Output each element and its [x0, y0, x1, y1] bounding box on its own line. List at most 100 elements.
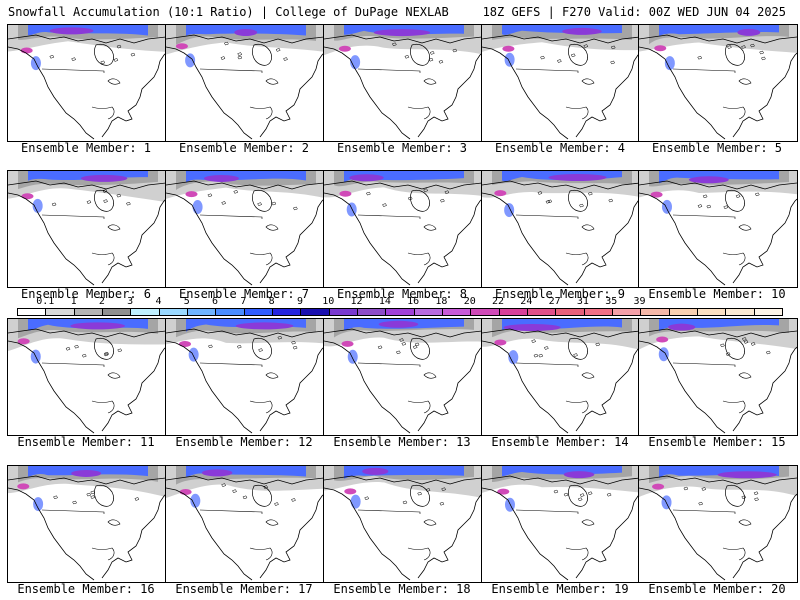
ensemble-member-label: Ensemble Member: 9 [494, 287, 626, 301]
snowfall-map-image [482, 171, 640, 286]
ensemble-member-map [481, 465, 641, 583]
color-scale-cell [244, 309, 273, 315]
snowfall-map-image [482, 25, 640, 140]
color-scale-tick-label: 31 [576, 296, 589, 307]
color-scale-tick-label: 2 [98, 296, 105, 307]
ensemble-member-map [165, 318, 325, 436]
ensemble-member-label: Ensemble Member: 6 [20, 287, 152, 301]
color-scale-cell [414, 309, 443, 315]
ensemble-member-label: Ensemble Member: 11 [17, 435, 155, 449]
color-scale-tick-label: 3 [127, 296, 134, 307]
color-scale-tick-label: 1 [70, 296, 77, 307]
color-scale-bar [17, 308, 783, 316]
color-scale-cell [272, 309, 302, 315]
snowfall-map-image [8, 25, 166, 140]
color-scale-cell [726, 309, 755, 315]
ensemble-member-map [165, 24, 325, 142]
ensemble-member-label: Ensemble Member: 2 [178, 141, 310, 155]
ensemble-member-label: Ensemble Member: 20 [648, 582, 786, 596]
snowfall-map-image [324, 466, 482, 581]
color-scale-cell [556, 309, 585, 315]
color-scale-tick-label: 6 [212, 296, 219, 307]
color-scale-tick-label: 7 [240, 296, 247, 307]
ensemble-member-map [481, 318, 641, 436]
color-scale-cell [471, 309, 500, 315]
color-scale-cell [159, 309, 188, 315]
color-scale-cell [499, 309, 528, 315]
ensemble-member-map [481, 24, 641, 142]
color-scale-tick-label: 4 [155, 296, 162, 307]
color-scale-tick-label: 14 [378, 296, 391, 307]
snowfall-map-image [324, 25, 482, 140]
ensemble-member-map [638, 465, 798, 583]
snowfall-map-image [8, 466, 166, 581]
color-scale-tick-label: 22 [492, 296, 505, 307]
ensemble-member-label: Ensemble Member: 4 [494, 141, 626, 155]
snowfall-map-image [8, 171, 166, 286]
color-scale-cell [187, 309, 217, 315]
snowfall-map-image [324, 171, 482, 286]
snowfall-color-scale: 0.1 1 2 3 4 5 6 7 8 9 10 12 14 16 18 20 22 24 27 31 35 39 [17, 296, 783, 318]
color-scale-tick-label: 0.1 [36, 296, 55, 307]
ensemble-member-label: Ensemble Member: 8 [336, 287, 468, 301]
snowfall-map-image [8, 319, 166, 434]
color-scale-labels: 0.1 1 2 3 4 5 6 7 8 9 10 12 14 16 18 20 22 24 27 31 35 39 [17, 296, 783, 307]
run-info: 18Z GEFS | F270 Valid: 00Z WED JUN 04 20… [482, 5, 786, 19]
color-scale-cell [386, 309, 415, 315]
color-scale-tick-label: 12 [350, 296, 363, 307]
color-scale-cell [131, 309, 160, 315]
snowfall-map-image [639, 466, 797, 581]
ensemble-member-map [165, 170, 325, 288]
color-scale-tick-label: 9 [296, 296, 303, 307]
color-scale-cell [46, 309, 75, 315]
snowfall-map-image [482, 466, 640, 581]
ensemble-member-map [481, 170, 641, 288]
ensemble-member-label: Ensemble Member: 12 [175, 435, 313, 449]
color-scale-tick-label: 16 [407, 296, 420, 307]
color-scale-tick-label: 35 [605, 296, 618, 307]
ensemble-member-map [638, 170, 798, 288]
color-scale-cell [102, 309, 132, 315]
ensemble-member-map [7, 318, 167, 436]
color-scale-tick-label: 8 [268, 296, 275, 307]
ensemble-member-label: Ensemble Member: 5 [651, 141, 783, 155]
map-title: Snowfall Accumulation (10:1 Ratio) | Col… [8, 5, 449, 19]
snowfall-map-image [166, 25, 324, 140]
ensemble-member-label: Ensemble Member: 17 [175, 582, 313, 596]
color-scale-cell [301, 309, 330, 315]
color-scale-cell [697, 309, 727, 315]
ensemble-member-map [638, 318, 798, 436]
color-scale-cell [754, 309, 782, 315]
ensemble-member-label: Ensemble Member: 15 [648, 435, 786, 449]
color-scale-tick-label: 5 [183, 296, 190, 307]
color-scale-cell [74, 309, 103, 315]
ensemble-member-map [323, 318, 483, 436]
color-scale-cell [18, 309, 47, 315]
color-scale-cell [357, 309, 387, 315]
ensemble-member-map [638, 24, 798, 142]
color-scale-tick-label: 24 [520, 296, 533, 307]
color-scale-cell [584, 309, 613, 315]
ensemble-member-label: Ensemble Member: 14 [491, 435, 629, 449]
color-scale-tick-label: 20 [463, 296, 476, 307]
ensemble-member-label: Ensemble Member: 7 [178, 287, 310, 301]
ensemble-member-label: Ensemble Member: 19 [491, 582, 629, 596]
ensemble-member-map [7, 465, 167, 583]
ensemble-member-map [323, 24, 483, 142]
ensemble-member-map [165, 465, 325, 583]
color-scale-tick-label: 39 [633, 296, 646, 307]
ensemble-member-label: Ensemble Member: 10 [648, 287, 786, 301]
color-scale-tick-label: 27 [548, 296, 561, 307]
ensemble-member-map [323, 170, 483, 288]
color-scale-cell [216, 309, 245, 315]
color-scale-cell [442, 309, 472, 315]
color-scale-cell [612, 309, 642, 315]
ensemble-member-label: Ensemble Member: 1 [20, 141, 152, 155]
color-scale-cell [329, 309, 358, 315]
color-scale-tick-label: 10 [322, 296, 335, 307]
ensemble-member-label: Ensemble Member: 16 [17, 582, 155, 596]
color-scale-tick-label: 18 [435, 296, 448, 307]
ensemble-member-label: Ensemble Member: 13 [333, 435, 471, 449]
ensemble-member-map [7, 170, 167, 288]
snowfall-map-image [166, 171, 324, 286]
